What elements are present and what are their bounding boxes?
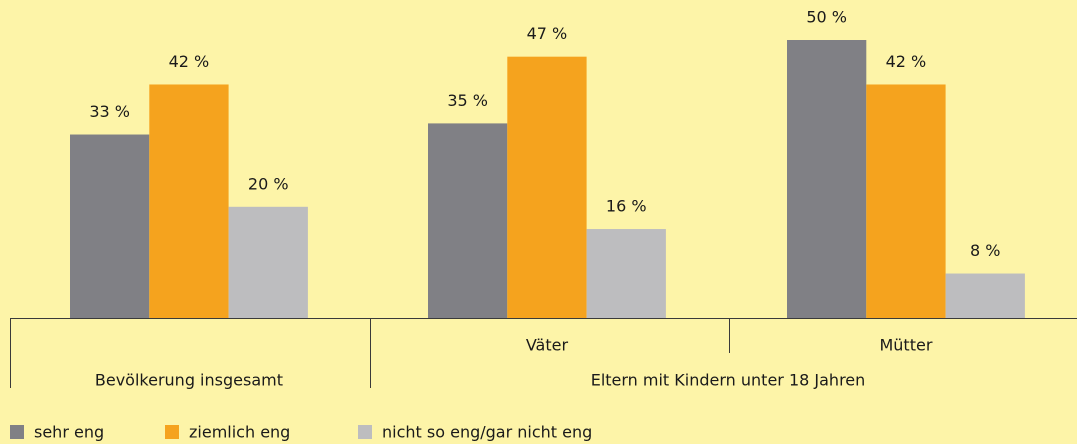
legend-label: nicht so eng/gar nicht eng xyxy=(382,423,592,442)
bar xyxy=(228,206,308,318)
value-label: 42 % xyxy=(169,52,210,71)
legend-swatch xyxy=(165,425,179,439)
legend-swatch xyxy=(10,425,24,439)
category-label: Väter xyxy=(526,336,569,355)
bar xyxy=(787,40,867,318)
legend-label: ziemlich eng xyxy=(189,423,290,442)
value-label: 33 % xyxy=(89,102,130,121)
bar xyxy=(586,229,666,318)
legend-swatch xyxy=(358,425,372,439)
category-label: Bevölkerung insgesamt xyxy=(95,371,283,390)
bar xyxy=(428,123,508,319)
bar xyxy=(945,273,1025,318)
value-label: 47 % xyxy=(527,24,568,43)
value-label: 20 % xyxy=(248,174,289,193)
value-label: 50 % xyxy=(806,8,847,27)
group-label: Eltern mit Kindern unter 18 Jahren xyxy=(591,371,866,390)
value-label: 35 % xyxy=(447,91,488,110)
value-label: 42 % xyxy=(886,52,927,71)
value-label: 16 % xyxy=(606,197,647,216)
bar xyxy=(149,84,229,318)
bar xyxy=(866,84,946,318)
legend-label: sehr eng xyxy=(34,423,104,442)
value-label: 8 % xyxy=(970,241,1000,260)
bar xyxy=(70,134,150,318)
category-label: Mütter xyxy=(879,336,932,355)
bar xyxy=(507,56,587,319)
